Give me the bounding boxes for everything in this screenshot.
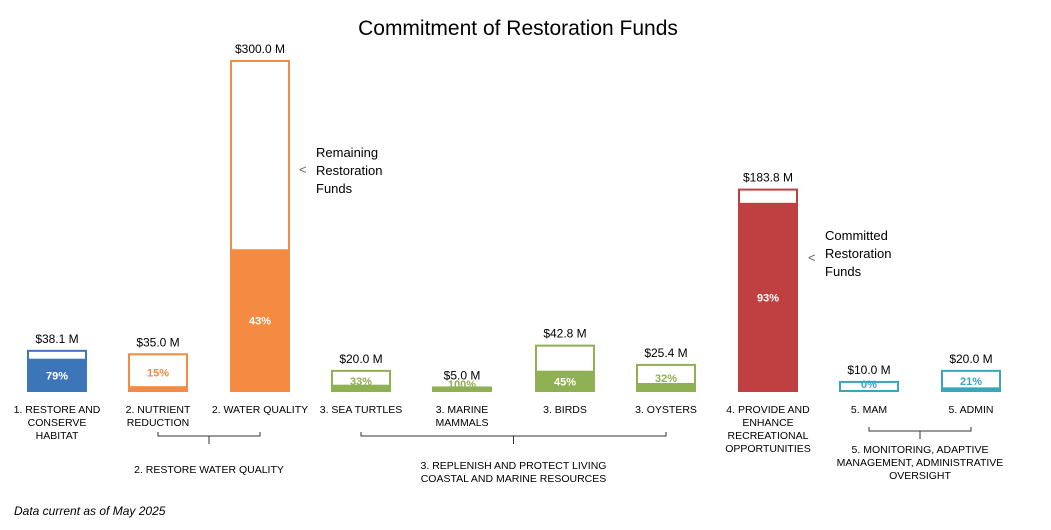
percent-label-2: 15%: [147, 368, 169, 380]
group-bracket-2: [360, 432, 667, 444]
category-label-5-line-2: MAMMALS: [435, 417, 488, 429]
group-label-3-line-3: OVERSIGHT: [889, 470, 951, 482]
bar-committed-7: [636, 383, 696, 392]
annotation-text-2-line-1: Committed: [825, 228, 888, 243]
total-label-8: $183.8 M: [743, 171, 793, 185]
bar-total-9: [839, 380, 899, 392]
percent-label-4: 33%: [350, 376, 372, 388]
annotation-marker-1: <: [299, 162, 307, 177]
category-label-8-line-4: OPPORTUNITIES: [725, 443, 811, 455]
category-label-4-line-1: 3. SEA TURTLES: [320, 404, 402, 416]
group-label-1-line-1: 2. RESTORE WATER QUALITY: [134, 464, 284, 476]
total-label-1: $38.1 M: [35, 332, 78, 346]
bar-committed-4: [331, 384, 391, 392]
category-label-7-line-1: 3. OYSTERS: [635, 404, 697, 416]
category-label-9-line-1: 5. MAM: [851, 404, 887, 416]
category-label-1-line-3: HABITAT: [36, 430, 79, 442]
bar-total-2: [128, 353, 188, 392]
groups-layer: 2. RESTORE WATER QUALITY 3. REPLENISH AND…: [134, 427, 1003, 485]
total-label-7: $25.4 M: [644, 346, 687, 360]
annotation-text-2-line-3: Funds: [825, 264, 862, 279]
annotations-layer: < Remaining Restoration Funds < Committed Rest…: [299, 145, 891, 279]
annotation-text-2-line-2: Restoration: [825, 246, 891, 261]
footnote: Data current as of May 2025: [14, 504, 166, 518]
annotation-text-1-line-2: Restoration: [316, 163, 382, 178]
category-label-10-line-1: 5. ADMIN: [949, 404, 994, 416]
category-label-1-line-1: 1. RESTORE AND: [14, 404, 101, 416]
percent-label-5: 100%: [448, 379, 476, 391]
bars-layer: [27, 60, 1001, 393]
total-label-3: $300.0 M: [235, 42, 285, 56]
category-label-3-line-1: 2. WATER QUALITY: [212, 404, 308, 416]
percent-label-8: 93%: [757, 292, 779, 304]
group-label-3-line-2: MANAGEMENT, ADMINISTRATIVE: [837, 457, 1004, 469]
category-label-8-line-2: ENHANCE: [742, 417, 793, 429]
category-label-6-line-1: 3. BIRDS: [543, 404, 587, 416]
total-label-2: $35.0 M: [136, 335, 179, 349]
total-label-10: $20.0 M: [949, 352, 992, 366]
percent-label-9: 0%: [861, 379, 877, 391]
category-label-1-line-2: CONSERVE: [28, 417, 87, 429]
bar-committed-3: [230, 249, 290, 392]
group-label-2-line-2: COASTAL AND MARINE RESOURCES: [421, 473, 607, 485]
bar-committed-5: [432, 386, 492, 392]
percent-label-3: 43%: [249, 316, 271, 328]
group-label-3-line-1: 5. MONITORING, ADAPTIVE: [852, 444, 989, 456]
annotation-text-1-line-3: Funds: [316, 181, 353, 196]
percent-label-7: 32%: [655, 373, 677, 385]
category-label-8-line-3: RECREATIONAL: [728, 430, 809, 442]
percent-label-6: 45%: [554, 376, 576, 388]
group-bracket-3: [868, 427, 972, 439]
percent-label-1: 79%: [46, 370, 68, 382]
category-label-2-line-1: 2. NUTRIENT: [126, 404, 191, 416]
annotation-text-1-line-1: Remaining: [316, 145, 378, 160]
percent-label-10: 21%: [960, 376, 982, 388]
group-label-2-line-1: 3. REPLENISH AND PROTECT LIVING: [421, 460, 607, 472]
total-label-9: $10.0 M: [847, 363, 890, 377]
bar-committed-1: [27, 358, 87, 392]
bar-committed-10: [941, 387, 1001, 392]
total-label-5: $5.0 M: [444, 368, 481, 382]
category-label-2-line-2: REDUCTION: [127, 417, 189, 429]
group-bracket-1: [157, 432, 261, 444]
total-label-4: $20.0 M: [339, 352, 382, 366]
bar-committed-8: [738, 202, 798, 392]
bar-committed-6: [535, 370, 595, 392]
total-label-6: $42.8 M: [543, 327, 586, 341]
category-label-8-line-1: 4. PROVIDE AND: [726, 404, 810, 416]
category-label-5-line-1: 3. MARINE: [436, 404, 489, 416]
bar-committed-2: [128, 386, 188, 392]
annotation-marker-2: <: [808, 250, 816, 265]
chart-title: Commitment of Restoration Funds: [358, 17, 678, 40]
